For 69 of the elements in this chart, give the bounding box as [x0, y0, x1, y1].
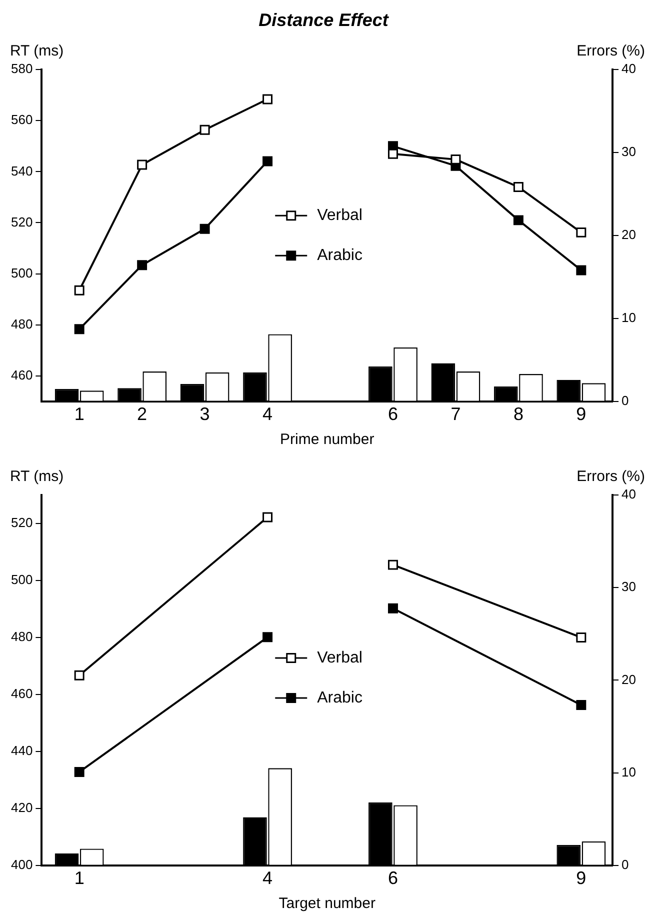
point	[74, 324, 84, 334]
y-tick-label: 500	[10, 265, 33, 280]
y2-tick-label: 10	[622, 764, 636, 780]
point	[74, 285, 84, 296]
y2-tick-label: 10	[622, 310, 636, 326]
point	[262, 632, 273, 642]
x-tick-label: 9	[576, 868, 586, 888]
y2-tick-label: 40	[622, 486, 636, 502]
y-tick-label: 420	[10, 800, 33, 815]
point	[74, 670, 84, 680]
y-tick-label: 460	[10, 686, 33, 702]
point	[262, 156, 273, 166]
y2-tick-label: 20	[622, 672, 636, 687]
point	[262, 94, 273, 104]
point	[388, 603, 398, 614]
y-tick-label: 520	[10, 214, 33, 230]
legend-label: Verbal	[317, 649, 362, 666]
y2-tick-label: 20	[622, 227, 636, 242]
x-tick-label: 4	[262, 868, 273, 888]
point	[74, 766, 84, 777]
point	[450, 154, 461, 164]
point	[388, 148, 398, 159]
x-axis-title: Prime number	[280, 431, 374, 448]
point	[513, 182, 524, 192]
legend-label: Arabic	[317, 689, 362, 706]
y-axis-title: RT (ms)	[10, 42, 64, 60]
y-tick-label: 480	[10, 316, 33, 332]
y2-tick-label: 0	[622, 856, 629, 872]
y-tick-label: 460	[10, 367, 33, 382]
y-tick-label: 520	[10, 515, 33, 530]
x-tick-label: 6	[388, 404, 398, 424]
point	[576, 632, 586, 642]
y-tick-label: 540	[10, 163, 33, 178]
x-tick-label: 9	[576, 404, 586, 424]
legend-label: Arabic	[317, 247, 362, 264]
point	[576, 227, 586, 238]
y-tick-label: 400	[10, 856, 33, 872]
point	[200, 124, 210, 135]
y2-tick-label: 30	[622, 144, 636, 160]
x-tick-label: 7	[450, 404, 461, 424]
y2-tick-label: 30	[622, 579, 636, 594]
y-tick-label: 440	[10, 743, 33, 758]
x-tick-label: 8	[513, 404, 524, 424]
y2-axis-title: Errors (%)	[576, 468, 646, 485]
x-tick-label: 1	[74, 868, 84, 888]
y2-axis-title: Errors (%)	[576, 42, 646, 60]
y2-tick-label: 40	[622, 61, 636, 76]
y2-tick-label: 0	[622, 392, 629, 408]
y-tick-label: 560	[10, 112, 33, 128]
point	[388, 560, 398, 570]
point	[576, 265, 586, 276]
x-tick-label: 6	[388, 868, 398, 888]
point	[200, 224, 210, 234]
point	[137, 260, 148, 270]
y-axis-title: RT (ms)	[10, 468, 64, 485]
x-tick-label: 2	[137, 404, 148, 424]
point	[137, 160, 148, 170]
x-tick-label: 3	[200, 404, 210, 424]
x-axis-title: Target number	[278, 895, 376, 912]
legend-label: Verbal	[317, 207, 362, 224]
chart-title: Distance Effect	[258, 10, 390, 30]
point	[513, 215, 524, 226]
x-tick-label: 1	[74, 404, 84, 424]
y-tick-label: 480	[10, 629, 33, 644]
point	[576, 700, 586, 710]
point	[262, 512, 273, 522]
y-tick-label: 500	[10, 572, 33, 588]
y-tick-label: 580	[10, 61, 33, 76]
x-tick-label: 4	[262, 404, 273, 424]
